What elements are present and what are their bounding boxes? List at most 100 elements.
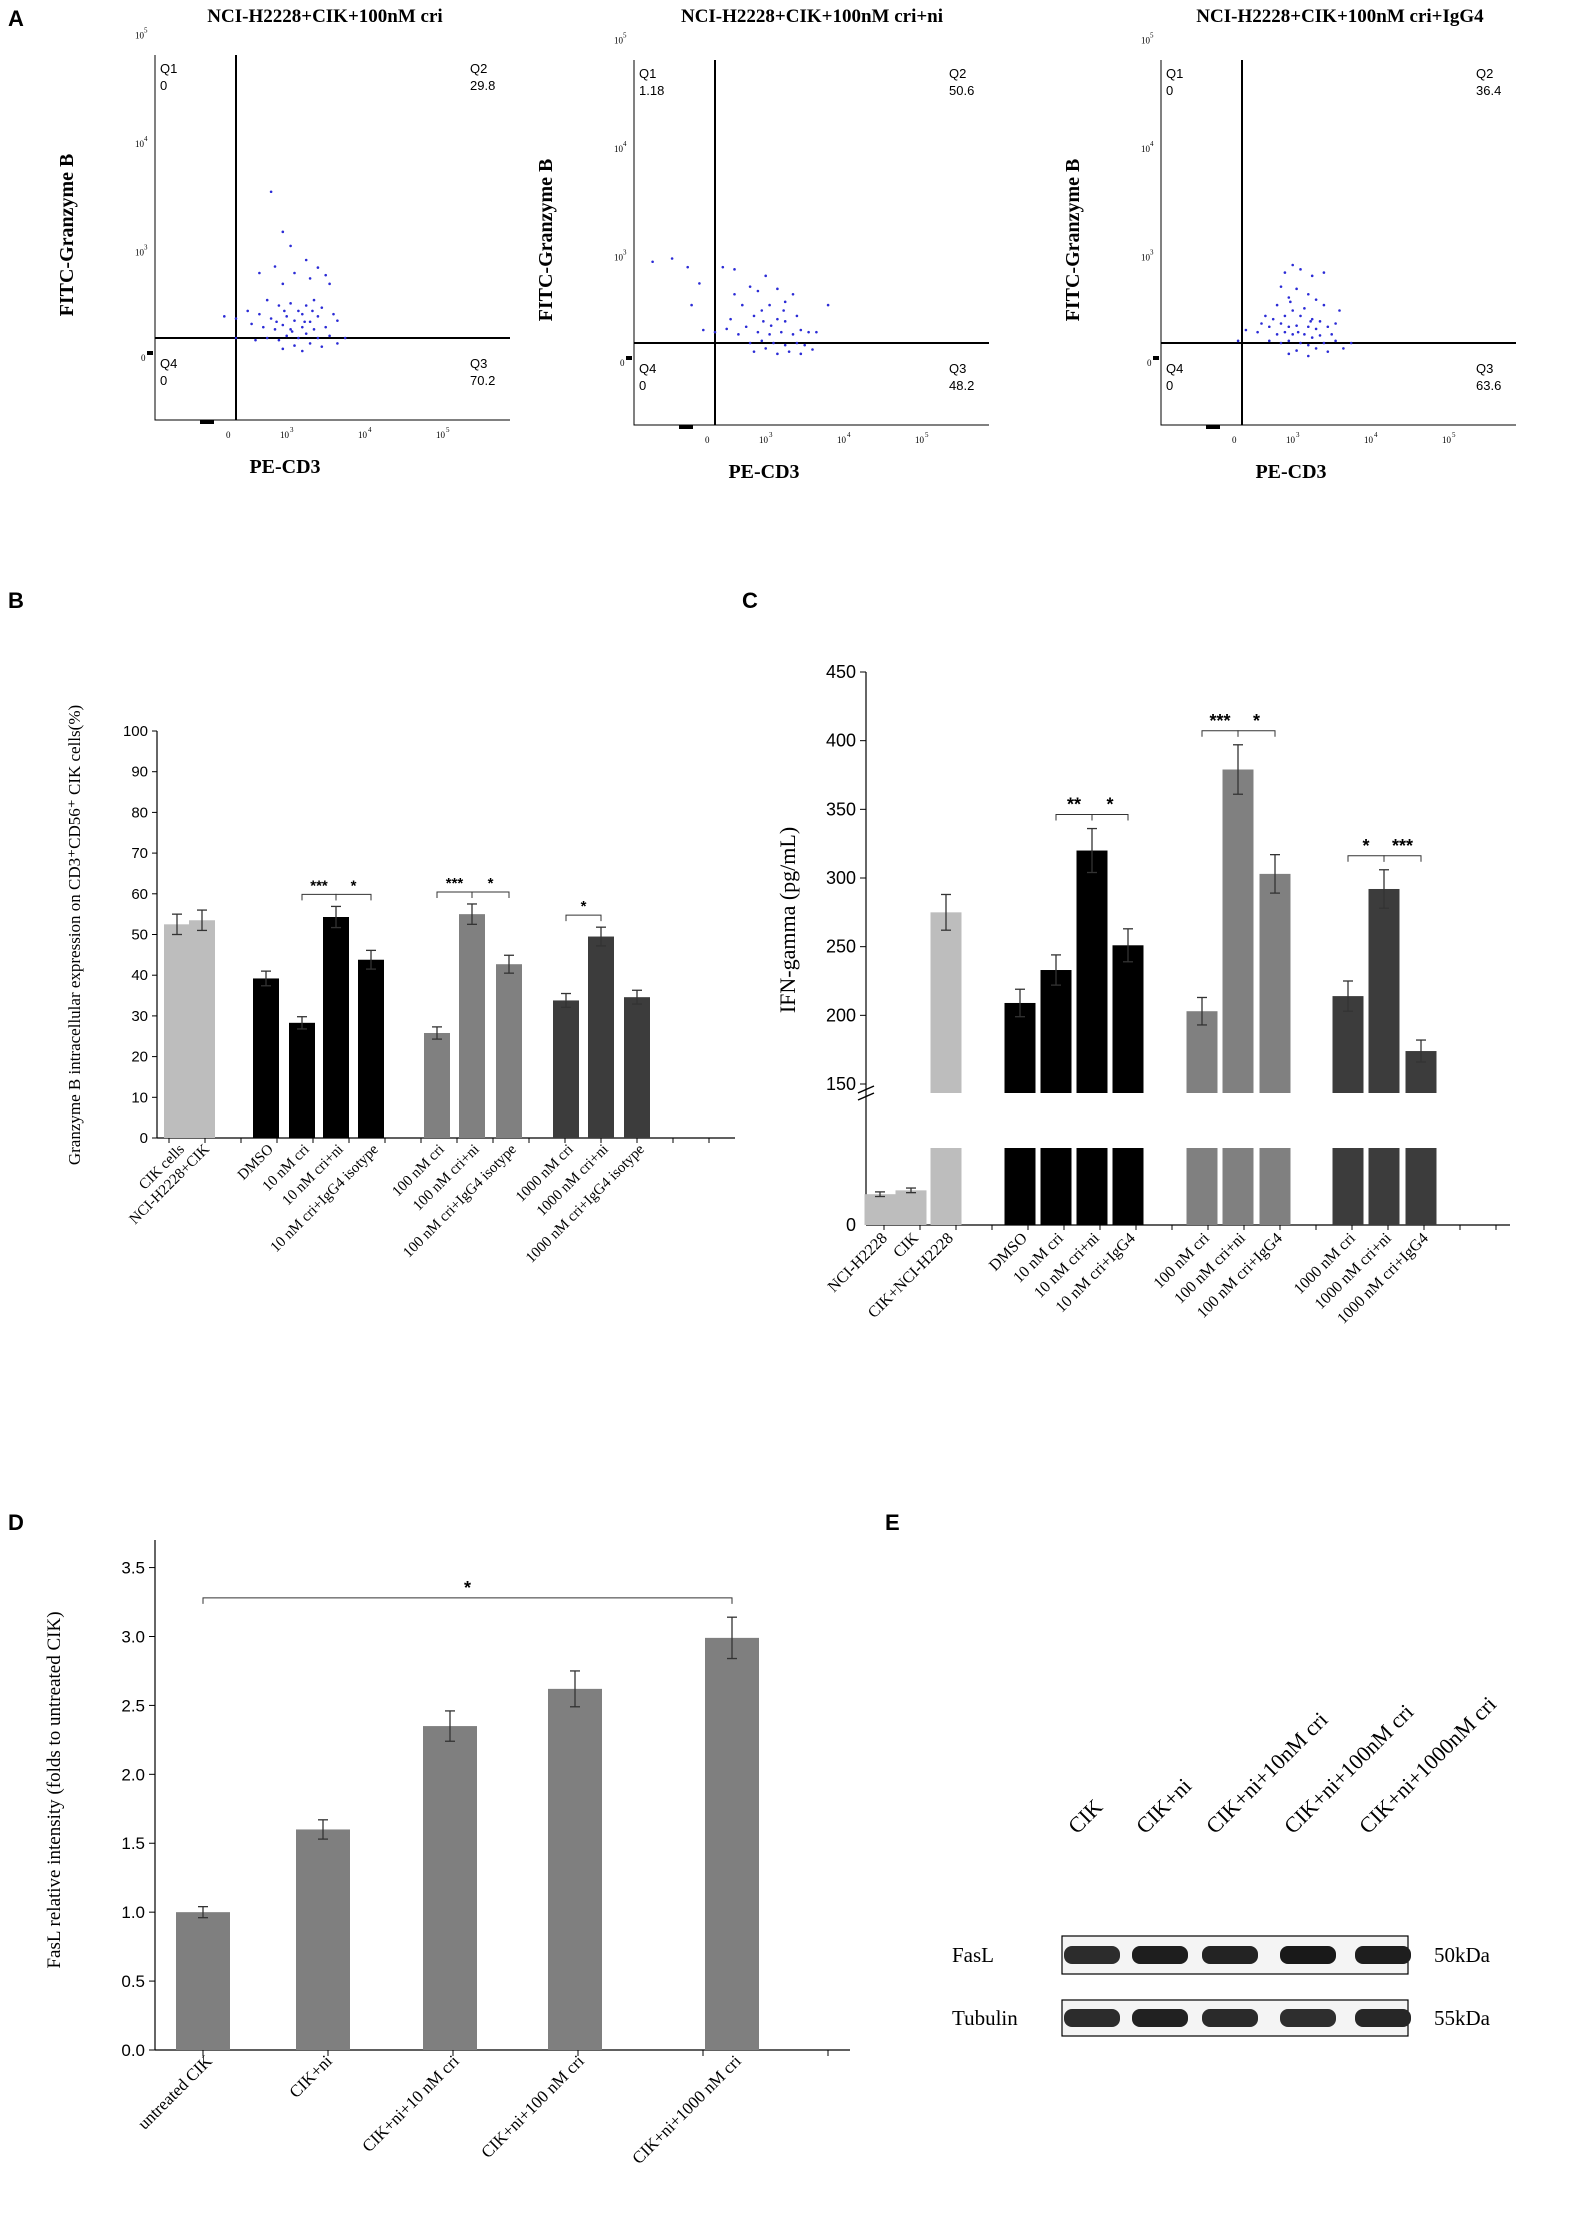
event-dot [316,336,320,340]
event-dot [273,328,277,331]
bar [459,914,485,1138]
bar [553,1000,579,1138]
event-dot [289,244,292,248]
bar [705,1637,759,2050]
flow-axes [154,55,510,421]
event-dot [290,330,294,333]
y-axis-label: FITC-Granzyme B [535,159,557,322]
significance-bracket [436,891,473,898]
event-dot [713,330,717,334]
bar [424,1032,450,1138]
event-dot [343,336,347,340]
bar-lower [1076,1148,1108,1225]
y-tick-label: 300 [826,868,856,888]
category-label: CIK+ni+1000 nM cri [628,2051,745,2168]
y-tick-label: 40 [131,967,148,984]
q4-value: 0 [1166,378,1173,393]
blot-band [1132,2009,1188,2027]
event-dot [769,324,773,327]
event-dot [1338,309,1341,312]
q3-value: 70.2 [470,373,495,388]
bar [358,959,384,1138]
event-dot [1326,325,1330,329]
event-dot [1287,352,1291,356]
event-dot [311,309,314,313]
y-axis-tick-block [147,351,153,355]
y-tick-label: 3.5 [121,1559,145,1578]
category-label: CIK+ni+10 nM cri [358,2051,463,2156]
event-dot [764,274,767,278]
significance-bracket [1091,814,1129,821]
event-dot [791,333,795,336]
x-axis-tick-block [200,420,214,424]
event-dot [1279,322,1283,325]
x-tick-power: 5 [446,426,450,434]
q2-value: 36.4 [1476,83,1501,98]
event-dot [320,345,324,348]
event-dot [289,302,292,305]
event-dot [783,320,787,323]
bar [176,1912,230,2050]
y-tick-label: 350 [826,799,856,819]
event-dot [281,347,285,351]
blot-band [1202,2009,1258,2027]
significance-marker: *** [1392,836,1413,856]
bar [1112,945,1144,1093]
panel-letter-b: B [8,588,24,613]
event-dot [281,323,285,327]
event-dot [799,328,803,332]
event-dot [768,303,771,307]
significance-marker: *** [310,877,328,894]
event-dot [277,338,281,342]
y-tick-label: 2.5 [121,1696,145,1715]
event-dot [320,306,324,309]
axis-break-mark [857,1085,875,1094]
event-dot [752,350,756,353]
event-dot [328,282,331,286]
event-dot [1303,333,1306,336]
event-dot [1314,327,1318,331]
event-dot [301,312,304,316]
significance-marker: * [351,877,357,894]
event-dot [744,325,748,329]
event-dot [783,343,787,347]
x-tick-label: 10 [759,435,769,445]
y-tick-power: 3 [623,248,627,256]
event-dot [1349,341,1353,345]
event-dot [1322,341,1326,345]
y-tick-label: 10 [614,252,624,262]
y-tick-label: 90 [131,764,148,781]
blot-band [1132,1946,1188,1964]
event-dot [748,285,752,288]
event-dot [277,304,281,307]
y-axis-tick-block [626,356,632,360]
y-axis-label: FITC-Granzyme B [1062,159,1084,322]
flow-plot-2: NCI-H2228+CIK+100nM cri+ni Q1 1.18 Q2 50.6 Q3… [535,6,989,483]
bar [496,964,522,1138]
x-tick-zero: 0 [226,430,231,440]
bar [1004,1002,1036,1093]
y-tick-label: 10 [131,1089,148,1106]
y-tick-label: 10 [135,247,145,257]
event-dot [1307,343,1310,347]
event-dot [686,265,689,269]
y-tick-label: 0.5 [121,1972,145,1991]
event-dot [1299,341,1302,345]
event-dot [1309,320,1312,323]
event-dot [254,338,257,342]
event-dot [1326,350,1330,353]
bar [588,936,614,1138]
bar-lower [1405,1148,1437,1225]
y-tick-label: 200 [826,1005,856,1025]
event-dot [293,319,296,322]
event-dot [795,341,799,345]
bar [624,997,650,1138]
x-tick-power: 4 [368,426,372,434]
flow-axes [633,60,989,426]
event-dot [1307,292,1310,296]
event-dot [690,303,693,307]
blot-row-label: FasL [952,1943,994,1967]
event-dot [1283,330,1287,334]
x-tick-power: 4 [1374,431,1378,439]
